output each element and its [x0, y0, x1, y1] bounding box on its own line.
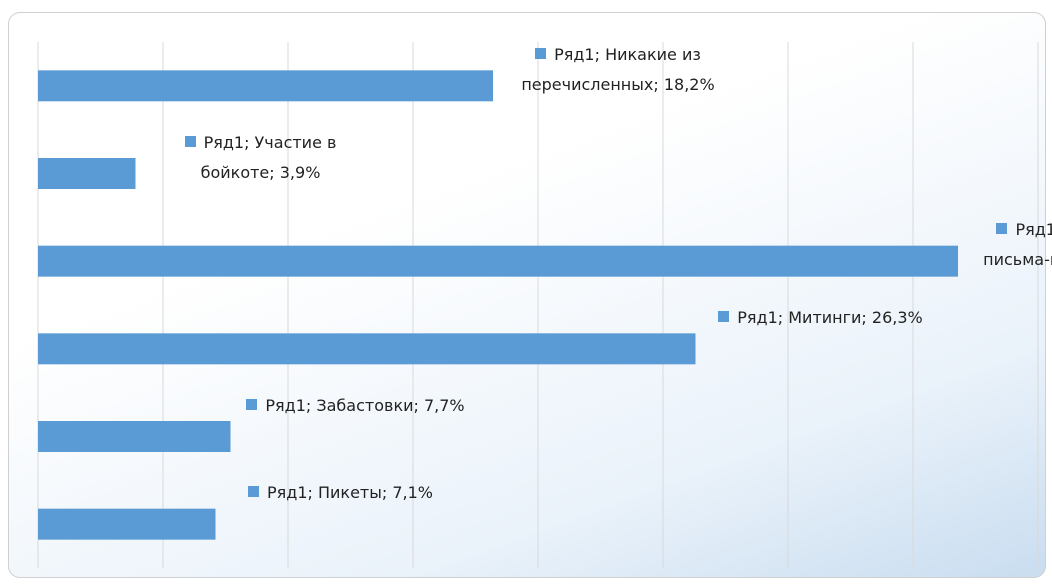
bar [38, 70, 493, 102]
legend-marker [247, 486, 259, 498]
legend-marker [996, 223, 1008, 235]
legend-marker [246, 398, 258, 410]
data-label-text: Ряд1; Пикеты; 7,1% [266, 483, 433, 503]
data-label: Ряд1; Забастовки; 7,7% [246, 391, 466, 421]
data-label: Ряд1; Никакие из перечисленных; 18,2% [508, 40, 728, 100]
data-label-text: Ряд1; Подписание письма-петиции; 36,8% [983, 220, 1052, 270]
bar [38, 508, 216, 540]
data-label: Ряд1; Участие в бойкоте; 3,9% [151, 128, 371, 188]
data-label-text: Ряд1; Забастовки; 7,7% [265, 395, 465, 415]
bar [38, 333, 696, 365]
legend-marker [535, 47, 547, 59]
data-label: Ряд1; Подписание письма-петиции; 36,8% [973, 215, 1052, 275]
data-label-text: Ряд1; Митинги; 26,3% [737, 307, 923, 327]
bar [38, 245, 958, 277]
legend-marker [718, 310, 730, 322]
bar [38, 421, 231, 452]
data-label-text: Ряд1; Никакие из перечисленных; 18,2% [521, 44, 715, 94]
legend-marker [184, 135, 196, 147]
bar [38, 158, 136, 189]
data-label-text: Ряд1; Участие в бойкоте; 3,9% [200, 132, 337, 182]
chart-area [8, 12, 1046, 578]
data-label: Ряд1; Пикеты; 7,1% [231, 478, 451, 508]
data-label: Ряд1; Митинги; 26,3% [711, 303, 931, 333]
